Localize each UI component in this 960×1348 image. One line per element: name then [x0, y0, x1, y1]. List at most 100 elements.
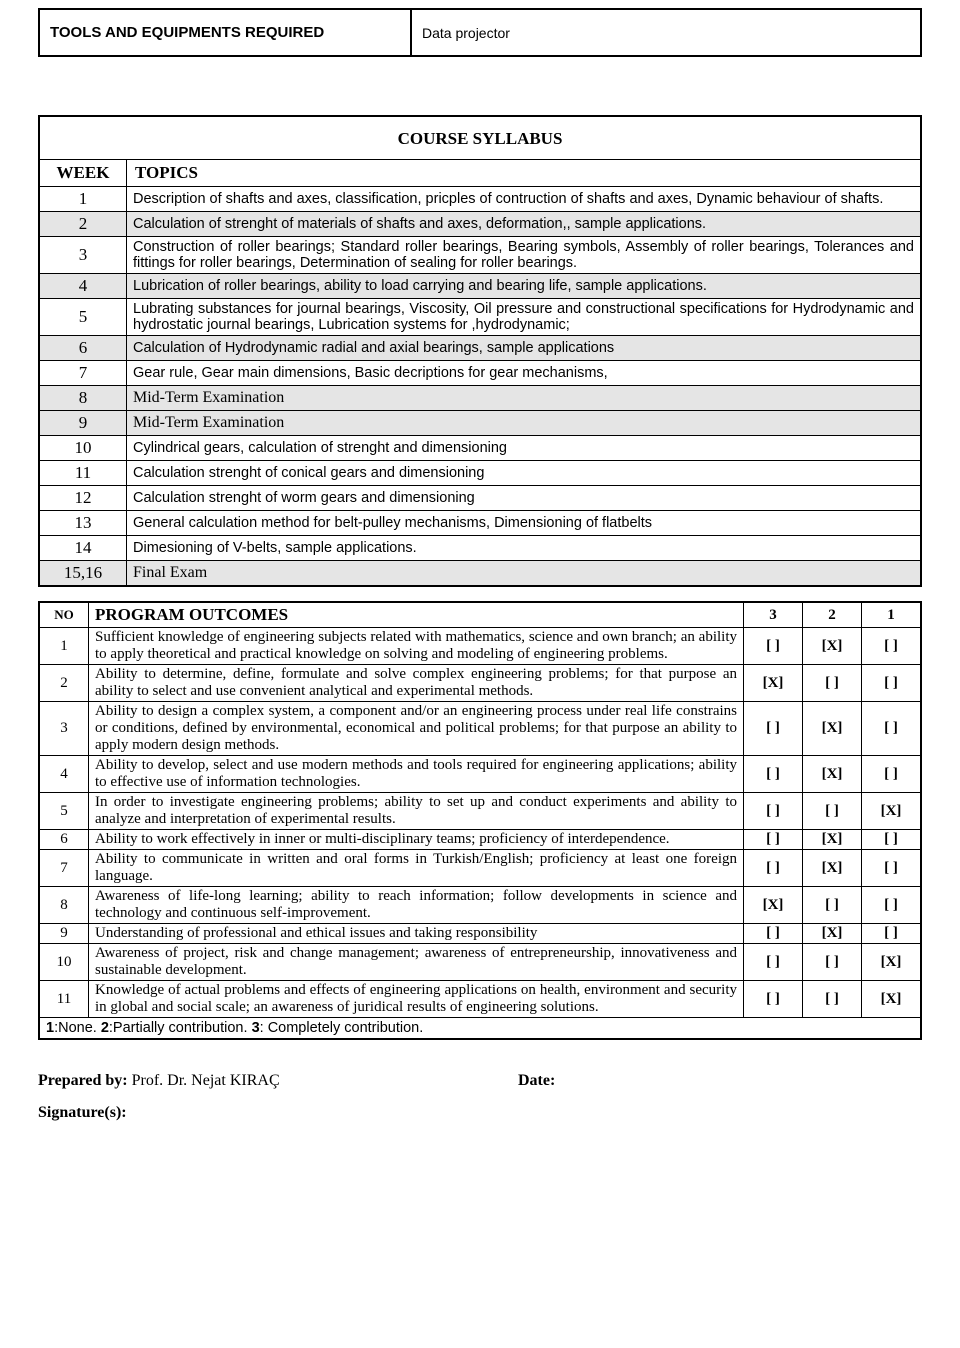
syllabus-topic: Mid-Term Examination [127, 386, 922, 411]
outcome-score-3: [X] [744, 887, 803, 924]
syllabus-week: 8 [39, 386, 127, 411]
syllabus-topic: Calculation strenght of conical gears an… [127, 461, 922, 486]
outcome-score-3: [ ] [744, 981, 803, 1018]
syllabus-topic: Final Exam [127, 561, 922, 587]
tools-label: TOOLS AND EQUIPMENTS REQUIRED [39, 9, 411, 56]
outcome-no: 11 [39, 981, 89, 1018]
syllabus-title: COURSE SYLLABUS [39, 116, 921, 160]
outcome-score-2: [X] [803, 850, 862, 887]
outcome-score-3: [ ] [744, 944, 803, 981]
syllabus-week: 3 [39, 237, 127, 274]
outcome-score-3: [ ] [744, 702, 803, 756]
outcome-description: In order to investigate engineering prob… [89, 793, 744, 830]
tools-equipments-table: TOOLS AND EQUIPMENTS REQUIRED Data proje… [38, 8, 922, 57]
outcome-score-3: [ ] [744, 793, 803, 830]
outcome-no: 2 [39, 665, 89, 702]
outcome-score-2: [X] [803, 702, 862, 756]
syllabus-week: 11 [39, 461, 127, 486]
outcome-description: Ability to develop, select and use moder… [89, 756, 744, 793]
signature-label: Signature(s): [38, 1104, 127, 1121]
outcome-score-2: [X] [803, 756, 862, 793]
outcome-description: Awareness of project, risk and change ma… [89, 944, 744, 981]
outcome-score-1: [ ] [862, 850, 922, 887]
outcome-score-3: [ ] [744, 756, 803, 793]
prepared-by-label: Prepared by: [38, 1072, 132, 1089]
syllabus-week: 15,16 [39, 561, 127, 587]
syllabus-table: COURSE SYLLABUS WEEK TOPICS 1Description… [38, 115, 922, 587]
outcome-score-1: [ ] [862, 756, 922, 793]
outcome-score-1: [ ] [862, 702, 922, 756]
outcomes-title: PROGRAM OUTCOMES [89, 602, 744, 628]
outcome-score-1: [ ] [862, 830, 922, 850]
syllabus-week: 13 [39, 511, 127, 536]
tools-value: Data projector [411, 9, 921, 56]
outcome-no: 6 [39, 830, 89, 850]
outcome-description: Understanding of professional and ethica… [89, 924, 744, 944]
outcome-score-3: [ ] [744, 850, 803, 887]
outcome-description: Knowledge of actual problems and effects… [89, 981, 744, 1018]
syllabus-topic: Calculation of Hydrodynamic radial and a… [127, 336, 922, 361]
outcome-score-1: [ ] [862, 665, 922, 702]
outcome-score-1: [ ] [862, 628, 922, 665]
syllabus-topic: Dimesioning of V-belts, sample applicati… [127, 536, 922, 561]
outcome-no: 8 [39, 887, 89, 924]
date-label: Date: [518, 1072, 555, 1089]
outcome-no: 9 [39, 924, 89, 944]
outcome-no: 1 [39, 628, 89, 665]
outcome-score-3: [X] [744, 665, 803, 702]
syllabus-topics-header: TOPICS [127, 160, 922, 187]
outcome-score-2: [ ] [803, 665, 862, 702]
outcomes-col1-header: 1 [862, 602, 922, 628]
outcome-no: 7 [39, 850, 89, 887]
syllabus-topic: Mid-Term Examination [127, 411, 922, 436]
prepared-by-value: Prof. Dr. Nejat KIRAÇ [132, 1072, 280, 1089]
syllabus-topic: Gear rule, Gear main dimensions, Basic d… [127, 361, 922, 386]
outcomes-no-header: NO [39, 602, 89, 628]
syllabus-week: 9 [39, 411, 127, 436]
syllabus-topic: General calculation method for belt-pull… [127, 511, 922, 536]
outcome-score-2: [X] [803, 628, 862, 665]
outcome-description: Ability to communicate in written and or… [89, 850, 744, 887]
outcome-no: 10 [39, 944, 89, 981]
outcome-description: Ability to design a complex system, a co… [89, 702, 744, 756]
outcome-score-1: [ ] [862, 924, 922, 944]
outcomes-table: NO PROGRAM OUTCOMES 3 2 1 1Sufficient kn… [38, 601, 922, 1040]
syllabus-week: 2 [39, 212, 127, 237]
syllabus-week: 7 [39, 361, 127, 386]
outcome-score-2: [X] [803, 830, 862, 850]
outcome-score-2: [ ] [803, 944, 862, 981]
outcome-score-3: [ ] [744, 830, 803, 850]
syllabus-week: 5 [39, 299, 127, 336]
outcome-score-1: [X] [862, 793, 922, 830]
syllabus-week: 10 [39, 436, 127, 461]
footer-block: Prepared by: Prof. Dr. Nejat KIRAÇ Date:… [38, 1072, 922, 1122]
syllabus-topic: Lubrication of roller bearings, ability … [127, 274, 922, 299]
outcome-no: 4 [39, 756, 89, 793]
outcome-description: Sufficient knowledge of engineering subj… [89, 628, 744, 665]
outcome-score-2: [ ] [803, 981, 862, 1018]
outcome-score-3: [ ] [744, 628, 803, 665]
outcome-score-2: [ ] [803, 887, 862, 924]
syllabus-topic: Construction of roller bearings; Standar… [127, 237, 922, 274]
syllabus-topic: Cylindrical gears, calculation of streng… [127, 436, 922, 461]
outcome-no: 5 [39, 793, 89, 830]
outcome-description: Ability to determine, define, formulate … [89, 665, 744, 702]
syllabus-week: 1 [39, 187, 127, 212]
syllabus-week: 4 [39, 274, 127, 299]
syllabus-topic: Calculation strenght of worm gears and d… [127, 486, 922, 511]
outcome-description: Ability to work effectively in inner or … [89, 830, 744, 850]
outcome-score-1: [ ] [862, 887, 922, 924]
outcome-score-2: [X] [803, 924, 862, 944]
outcome-score-2: [ ] [803, 793, 862, 830]
syllabus-topic: Lubrating substances for journal bearing… [127, 299, 922, 336]
outcome-score-1: [X] [862, 981, 922, 1018]
outcome-no: 3 [39, 702, 89, 756]
outcomes-col3-header: 3 [744, 602, 803, 628]
syllabus-week: 12 [39, 486, 127, 511]
syllabus-week: 6 [39, 336, 127, 361]
outcome-score-3: [ ] [744, 924, 803, 944]
syllabus-topic: Description of shafts and axes, classifi… [127, 187, 922, 212]
outcome-description: Awareness of life-long learning; ability… [89, 887, 744, 924]
outcomes-scale-footer: 1:None. 2:Partially contribution. 3: Com… [39, 1018, 921, 1040]
syllabus-week: 14 [39, 536, 127, 561]
